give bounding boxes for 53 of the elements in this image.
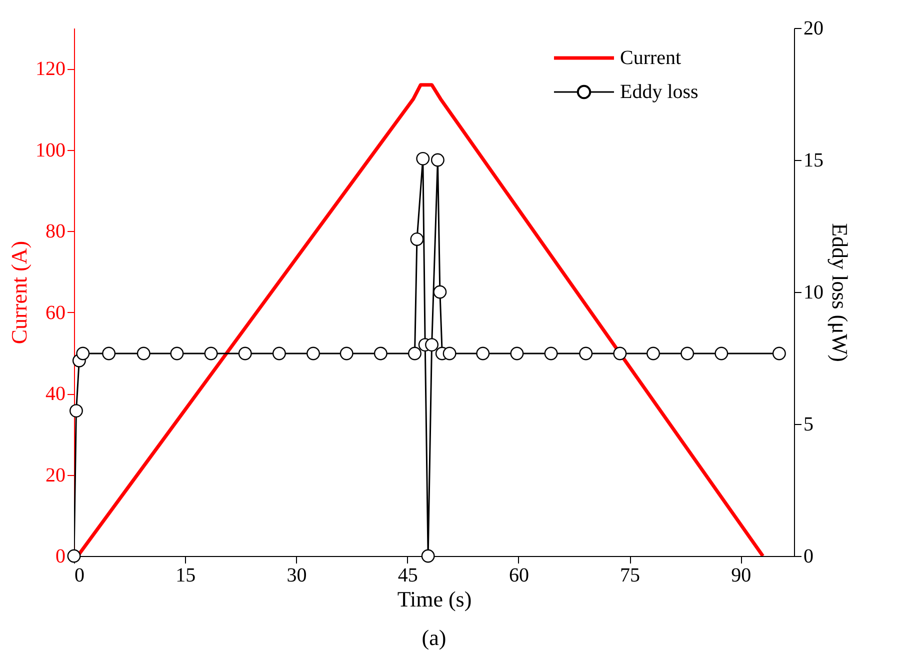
point bbox=[442, 346, 456, 360]
x-tick-label: 30 bbox=[286, 564, 307, 586]
y2-tick-label: 5 bbox=[804, 414, 814, 436]
y-axis-title: Current (A) bbox=[6, 240, 32, 344]
point bbox=[70, 404, 83, 418]
y-tick-label: 120 bbox=[36, 58, 66, 80]
point bbox=[204, 346, 218, 360]
point bbox=[238, 346, 252, 360]
point bbox=[102, 346, 116, 360]
point bbox=[421, 549, 435, 563]
y2-axis-title: Eddy loss (μW) bbox=[828, 223, 852, 362]
point bbox=[476, 346, 490, 360]
x-tick-label: 45 bbox=[398, 564, 418, 586]
x-tick-label: 0 bbox=[74, 564, 84, 586]
point bbox=[510, 346, 524, 360]
point bbox=[410, 232, 424, 246]
point bbox=[76, 346, 90, 360]
legend-label: Current bbox=[620, 47, 682, 69]
point bbox=[646, 346, 660, 360]
y2-tick-label: 15 bbox=[804, 150, 824, 172]
point bbox=[613, 346, 627, 360]
point bbox=[340, 346, 354, 360]
point bbox=[374, 346, 388, 360]
x-axis-title: Time (s) bbox=[397, 586, 472, 612]
y-tick-label: 60 bbox=[46, 302, 66, 324]
x-tick-label: 90 bbox=[731, 564, 752, 586]
x-tick-label: 75 bbox=[620, 564, 640, 586]
y-tick-label: 80 bbox=[46, 220, 66, 243]
y-tick-label: 40 bbox=[46, 383, 66, 406]
point bbox=[408, 346, 422, 360]
point bbox=[714, 346, 728, 360]
point bbox=[136, 346, 150, 360]
point bbox=[272, 346, 286, 360]
point bbox=[544, 346, 558, 360]
point bbox=[170, 346, 184, 360]
point bbox=[430, 153, 444, 167]
text: (a) bbox=[422, 625, 446, 650]
y-tick-label: 100 bbox=[36, 139, 66, 162]
y2-tick-label: 20 bbox=[804, 18, 824, 40]
point bbox=[772, 346, 786, 360]
y2-tick-label: 0 bbox=[804, 546, 814, 568]
y-tick-label: 20 bbox=[46, 464, 66, 486]
point bbox=[306, 346, 320, 360]
x-tick-label: 60 bbox=[508, 564, 529, 586]
point bbox=[425, 338, 438, 352]
point bbox=[579, 346, 593, 360]
legend-label: Eddy loss bbox=[620, 81, 699, 103]
point bbox=[680, 346, 694, 360]
y2-tick-label: 10 bbox=[804, 282, 824, 304]
x-tick-label: 15 bbox=[176, 564, 196, 586]
point bbox=[433, 285, 447, 299]
point bbox=[416, 152, 430, 166]
y-tick-label: 0 bbox=[56, 546, 66, 568]
